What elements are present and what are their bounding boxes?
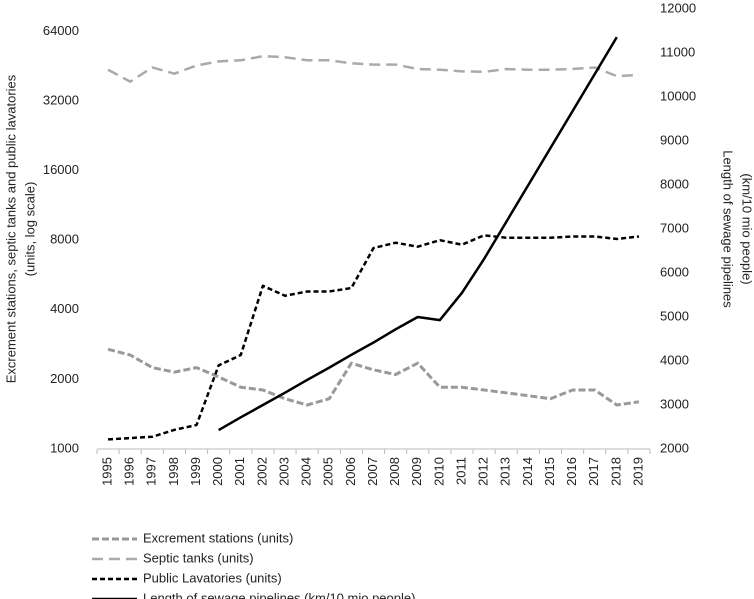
y2-axis-label: (km/10 mio people) — [740, 173, 754, 284]
x-tick-label: 2011 — [453, 457, 468, 485]
x-tick-label: 1997 — [144, 457, 159, 486]
x-tick-label: 2019 — [630, 457, 645, 486]
y-axis-label: (units, log scale) — [22, 182, 37, 277]
y2-tick-label: 9000 — [660, 132, 689, 147]
y2-tick-label: 5000 — [660, 308, 689, 323]
x-tick-label: 1995 — [99, 457, 114, 486]
y-tick-label: 32000 — [43, 92, 79, 107]
y-tick-label: 2000 — [50, 371, 79, 386]
series-line — [107, 234, 640, 441]
x-tick-label: 1998 — [166, 457, 181, 486]
y2-axis-label: Length of sewage pipelines — [721, 150, 736, 308]
x-tick-label: 2017 — [586, 457, 601, 486]
series-line — [107, 54, 640, 83]
y-tick-label: 64000 — [43, 23, 79, 38]
x-tick-label: 2013 — [498, 457, 513, 486]
y-tick-label: 1000 — [50, 440, 79, 455]
series-line — [218, 36, 618, 432]
series-line — [107, 347, 640, 407]
y2-tick-label: 8000 — [660, 176, 689, 191]
x-tick-label: 2002 — [254, 457, 269, 486]
x-tick-label: 2009 — [409, 457, 424, 486]
y-axis-label: Excrement stations, septic tanks and pub… — [3, 74, 18, 383]
legend-label: Length of sewage pipelines (km/10 mio pe… — [143, 590, 415, 599]
y2-tick-label: 6000 — [660, 264, 689, 279]
x-tick-label: 2006 — [343, 457, 358, 486]
x-tick-label: 2018 — [608, 457, 623, 486]
y2-tick-label: 7000 — [660, 220, 689, 235]
x-tick-label: 2007 — [365, 457, 380, 486]
y2-tick-label: 2000 — [660, 440, 689, 455]
x-tick-label: 2016 — [564, 457, 579, 486]
legend-label: Excrement stations (units) — [143, 530, 293, 545]
y-tick-label: 16000 — [43, 162, 79, 177]
x-tick-label: 2004 — [299, 457, 314, 486]
x-tick-label: 2000 — [210, 457, 225, 486]
y2-tick-label: 3000 — [660, 396, 689, 411]
x-tick-label: 2010 — [431, 457, 446, 486]
y2-tick-label: 4000 — [660, 352, 689, 367]
y2-tick-label: 11000 — [660, 44, 695, 59]
x-tick-label: 2012 — [476, 457, 491, 486]
y2-tick-label: 12000 — [660, 0, 696, 15]
y-tick-label: 8000 — [50, 232, 79, 247]
x-tick-label: 2015 — [542, 457, 557, 486]
x-tick-label: 2003 — [276, 457, 291, 486]
y-tick-label: 4000 — [50, 301, 79, 316]
x-tick-label: 1996 — [122, 457, 137, 486]
x-tick-label: 2001 — [232, 457, 247, 486]
x-tick-label: 1999 — [188, 457, 203, 486]
x-tick-label: 2008 — [387, 457, 402, 486]
legend-label: Septic tanks (units) — [143, 550, 254, 565]
x-tick-label: 2014 — [520, 457, 535, 486]
legend-label: Public Lavatories (units) — [143, 570, 282, 585]
y2-tick-label: 10000 — [660, 88, 696, 103]
x-tick-label: 2005 — [321, 457, 336, 486]
